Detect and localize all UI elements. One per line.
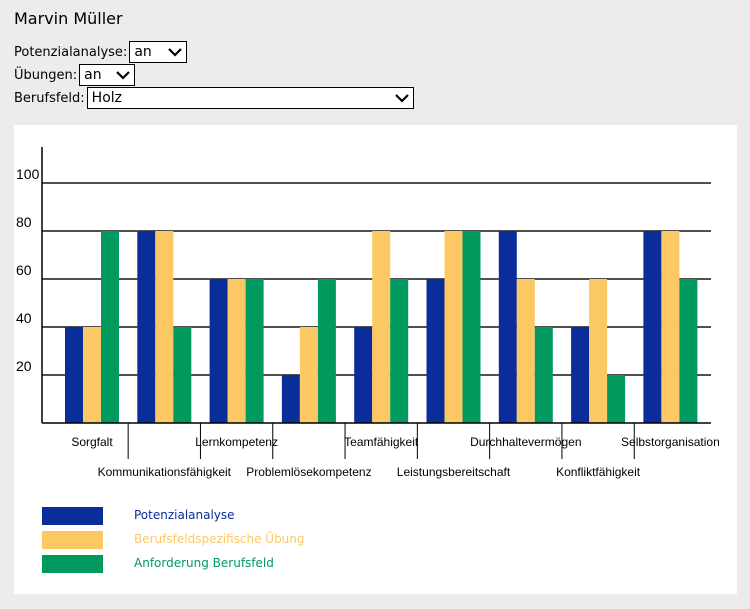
chart-panel: 20 40 60 80 100 Sorgfalt Kommunikationsfähigke… [14,125,737,594]
bar [209,279,228,423]
bar [462,231,481,423]
bar [516,279,535,423]
category-label: Konfliktfähigkeit [556,465,641,479]
bar [390,279,409,423]
bar-chart: 20 40 60 80 100 Sorgfalt Kommunikationsfähigke… [16,147,720,479]
legend-swatch [42,507,103,525]
y-tick-label: 100 [16,166,40,182]
category-label: Leistungsbereitschaft [397,465,511,479]
y-tick-label: 80 [16,214,32,230]
y-tick-label: 40 [16,310,32,326]
bar [281,375,300,423]
legend-item: Anforderung Berufsfeld [42,555,342,573]
filter-row-potenzialanalyse: Potenzialanalyse: an [14,41,188,63]
potenzialanalyse-select[interactable]: an [129,41,188,63]
legend-label: Berufsfeldspezifische Übung [134,532,305,546]
potenzialanalyse-label: Potenzialanalyse: [14,44,128,60]
berufsfeld-label: Berufsfeld: [14,90,85,106]
filter-row-berufsfeld: Berufsfeld: Holz [14,87,414,109]
bar [65,327,83,423]
chevron-down-icon [116,71,130,80]
uebungen-label: Übungen: [14,67,78,83]
bar [137,231,156,423]
legend-label: Anforderung Berufsfeld [134,556,274,570]
bar [426,279,445,423]
bar [245,279,264,423]
bar [661,231,680,423]
bar [571,327,590,423]
berufsfeld-value: Holz [91,90,123,106]
bar [589,279,608,423]
bar [444,231,463,423]
legend-item: Berufsfeldspezifische Übung [42,531,342,549]
chevron-down-icon [394,94,409,103]
bar [317,279,336,423]
uebungen-select[interactable]: an [79,64,136,86]
bar [155,231,174,423]
legend-swatch [42,555,103,573]
bar [101,231,119,423]
chevron-down-icon [168,48,183,57]
category-label: Selbstorganisation [621,435,720,449]
bar [173,327,192,423]
user-name: Marvin Müller [14,9,123,28]
potenzialanalyse-value: an [134,44,152,60]
category-label: Teamfähigkeit [344,435,419,449]
bar [534,327,553,423]
bar [643,231,662,423]
y-tick-label: 60 [16,262,32,278]
bar [227,279,246,423]
bar [83,327,101,423]
berufsfeld-select[interactable]: Holz [86,87,414,109]
legend-item: Potenzialanalyse [42,507,342,525]
bar [498,231,517,423]
legend-label: Potenzialanalyse [134,508,235,522]
bar [607,375,626,423]
filter-row-uebungen: Übungen: an [14,64,136,86]
category-label: Lernkompetenz [195,435,278,449]
uebungen-value: an [84,67,102,83]
category-label: Sorgfalt [71,435,113,449]
bar [354,327,373,423]
category-label: Problemlösekompetenz [246,465,371,479]
category-label: Kommunikationsfähigkeit [98,465,232,479]
bar [372,231,391,423]
legend-swatch [42,531,103,549]
bar [679,279,698,423]
category-label: Durchhaltevermögen [470,435,581,449]
y-tick-label: 20 [16,358,32,374]
bar [299,327,318,423]
